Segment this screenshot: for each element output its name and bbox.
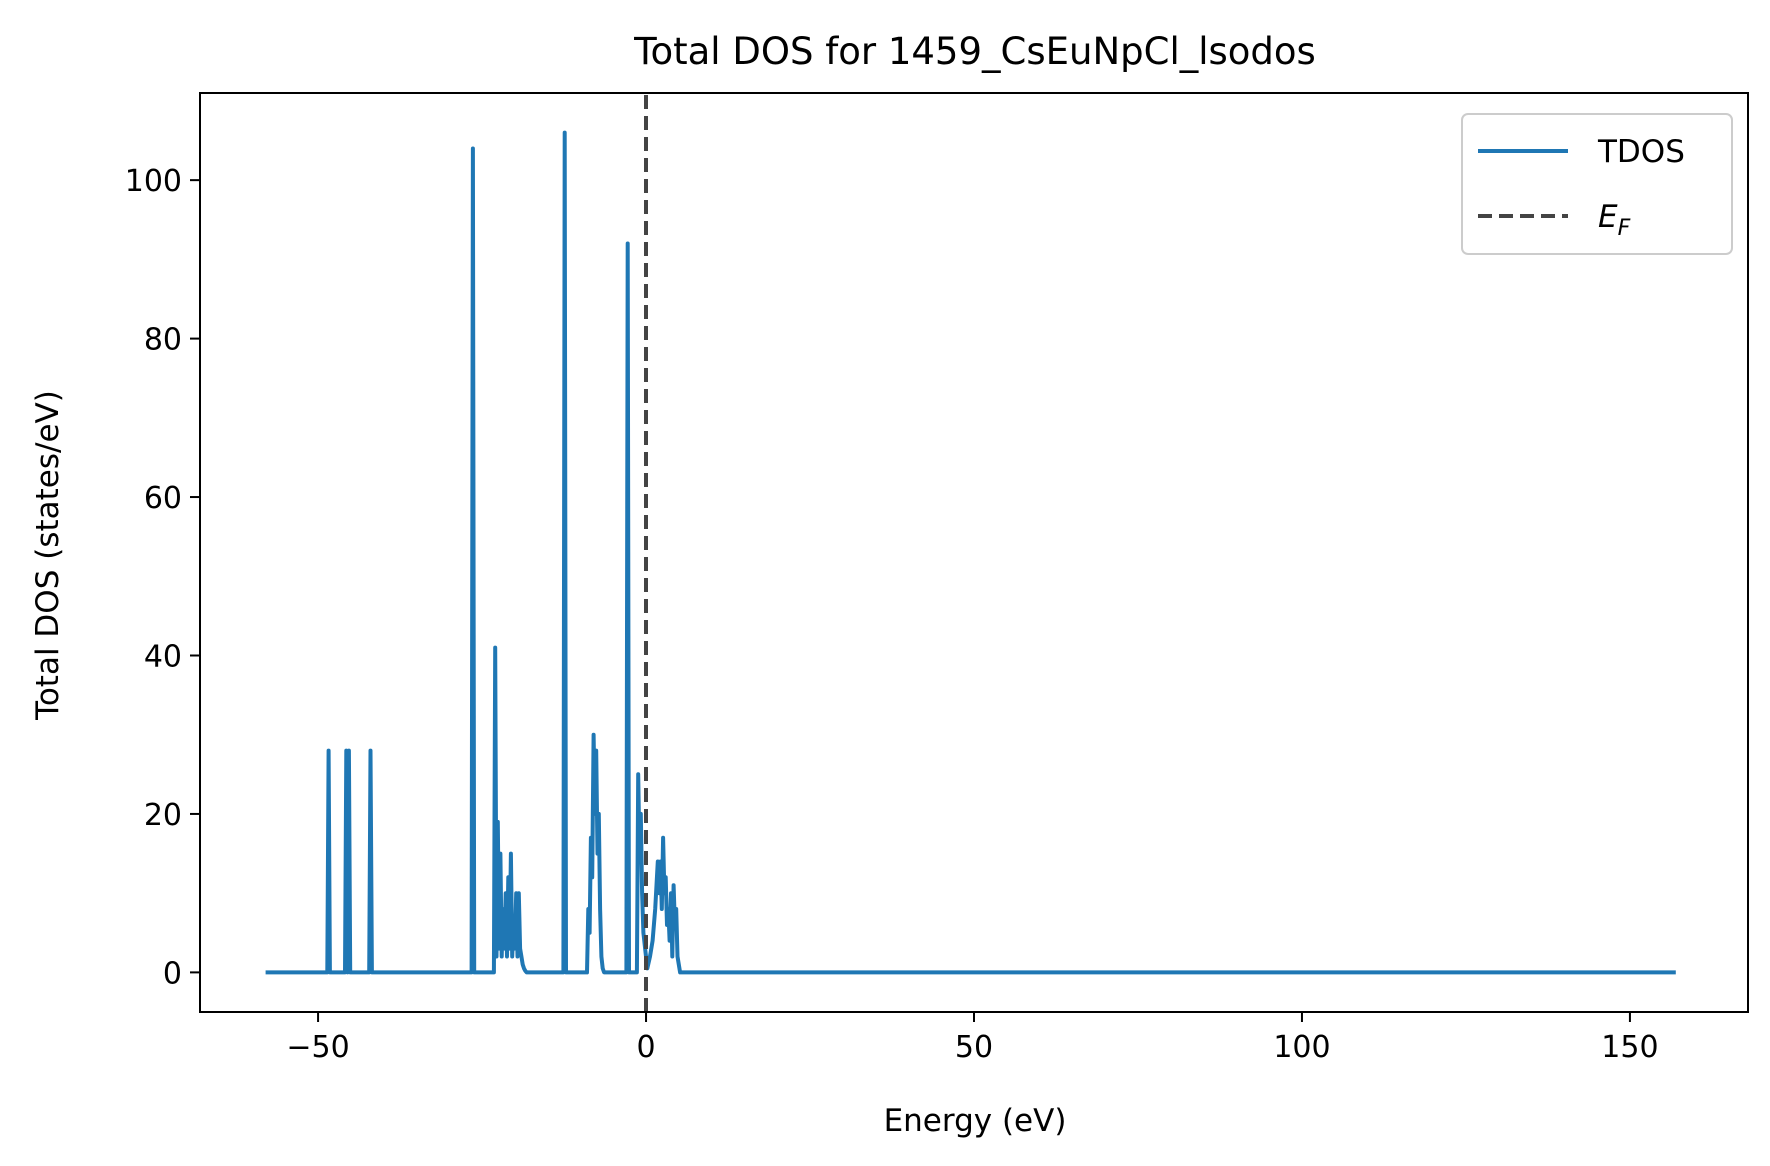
legend-label-tdos: TDOS bbox=[1597, 134, 1685, 170]
y-tick-label: 80 bbox=[144, 323, 182, 358]
y-tick-label: 40 bbox=[144, 639, 182, 674]
y-tick-label: 60 bbox=[144, 481, 182, 516]
y-tick-label: 0 bbox=[163, 956, 182, 991]
plot-area bbox=[265, 93, 1676, 1012]
y-axis-label: Total DOS (states/eV) bbox=[30, 390, 66, 721]
x-tick-label: 100 bbox=[1273, 1030, 1330, 1065]
x-tick-label: 150 bbox=[1601, 1030, 1658, 1065]
chart-title: Total DOS for 1459_CsEuNpCl_lsodos bbox=[633, 30, 1316, 73]
legend-box bbox=[1461, 113, 1733, 255]
axis-ticks: −50 0 50 100 150 0 20 40 60 80 100 bbox=[125, 164, 1659, 1065]
tdos-series-line bbox=[265, 130, 1676, 975]
legend-label-fermi: EF bbox=[1598, 199, 1631, 241]
legend: TDOS EF bbox=[1461, 113, 1733, 255]
y-tick-label: 100 bbox=[125, 164, 182, 199]
x-tick-label: −50 bbox=[286, 1030, 349, 1065]
y-tick-label: 20 bbox=[144, 798, 182, 833]
x-axis-label: Energy (eV) bbox=[884, 1103, 1067, 1139]
x-tick-label: 50 bbox=[955, 1030, 993, 1065]
x-tick-label: 0 bbox=[636, 1030, 655, 1065]
